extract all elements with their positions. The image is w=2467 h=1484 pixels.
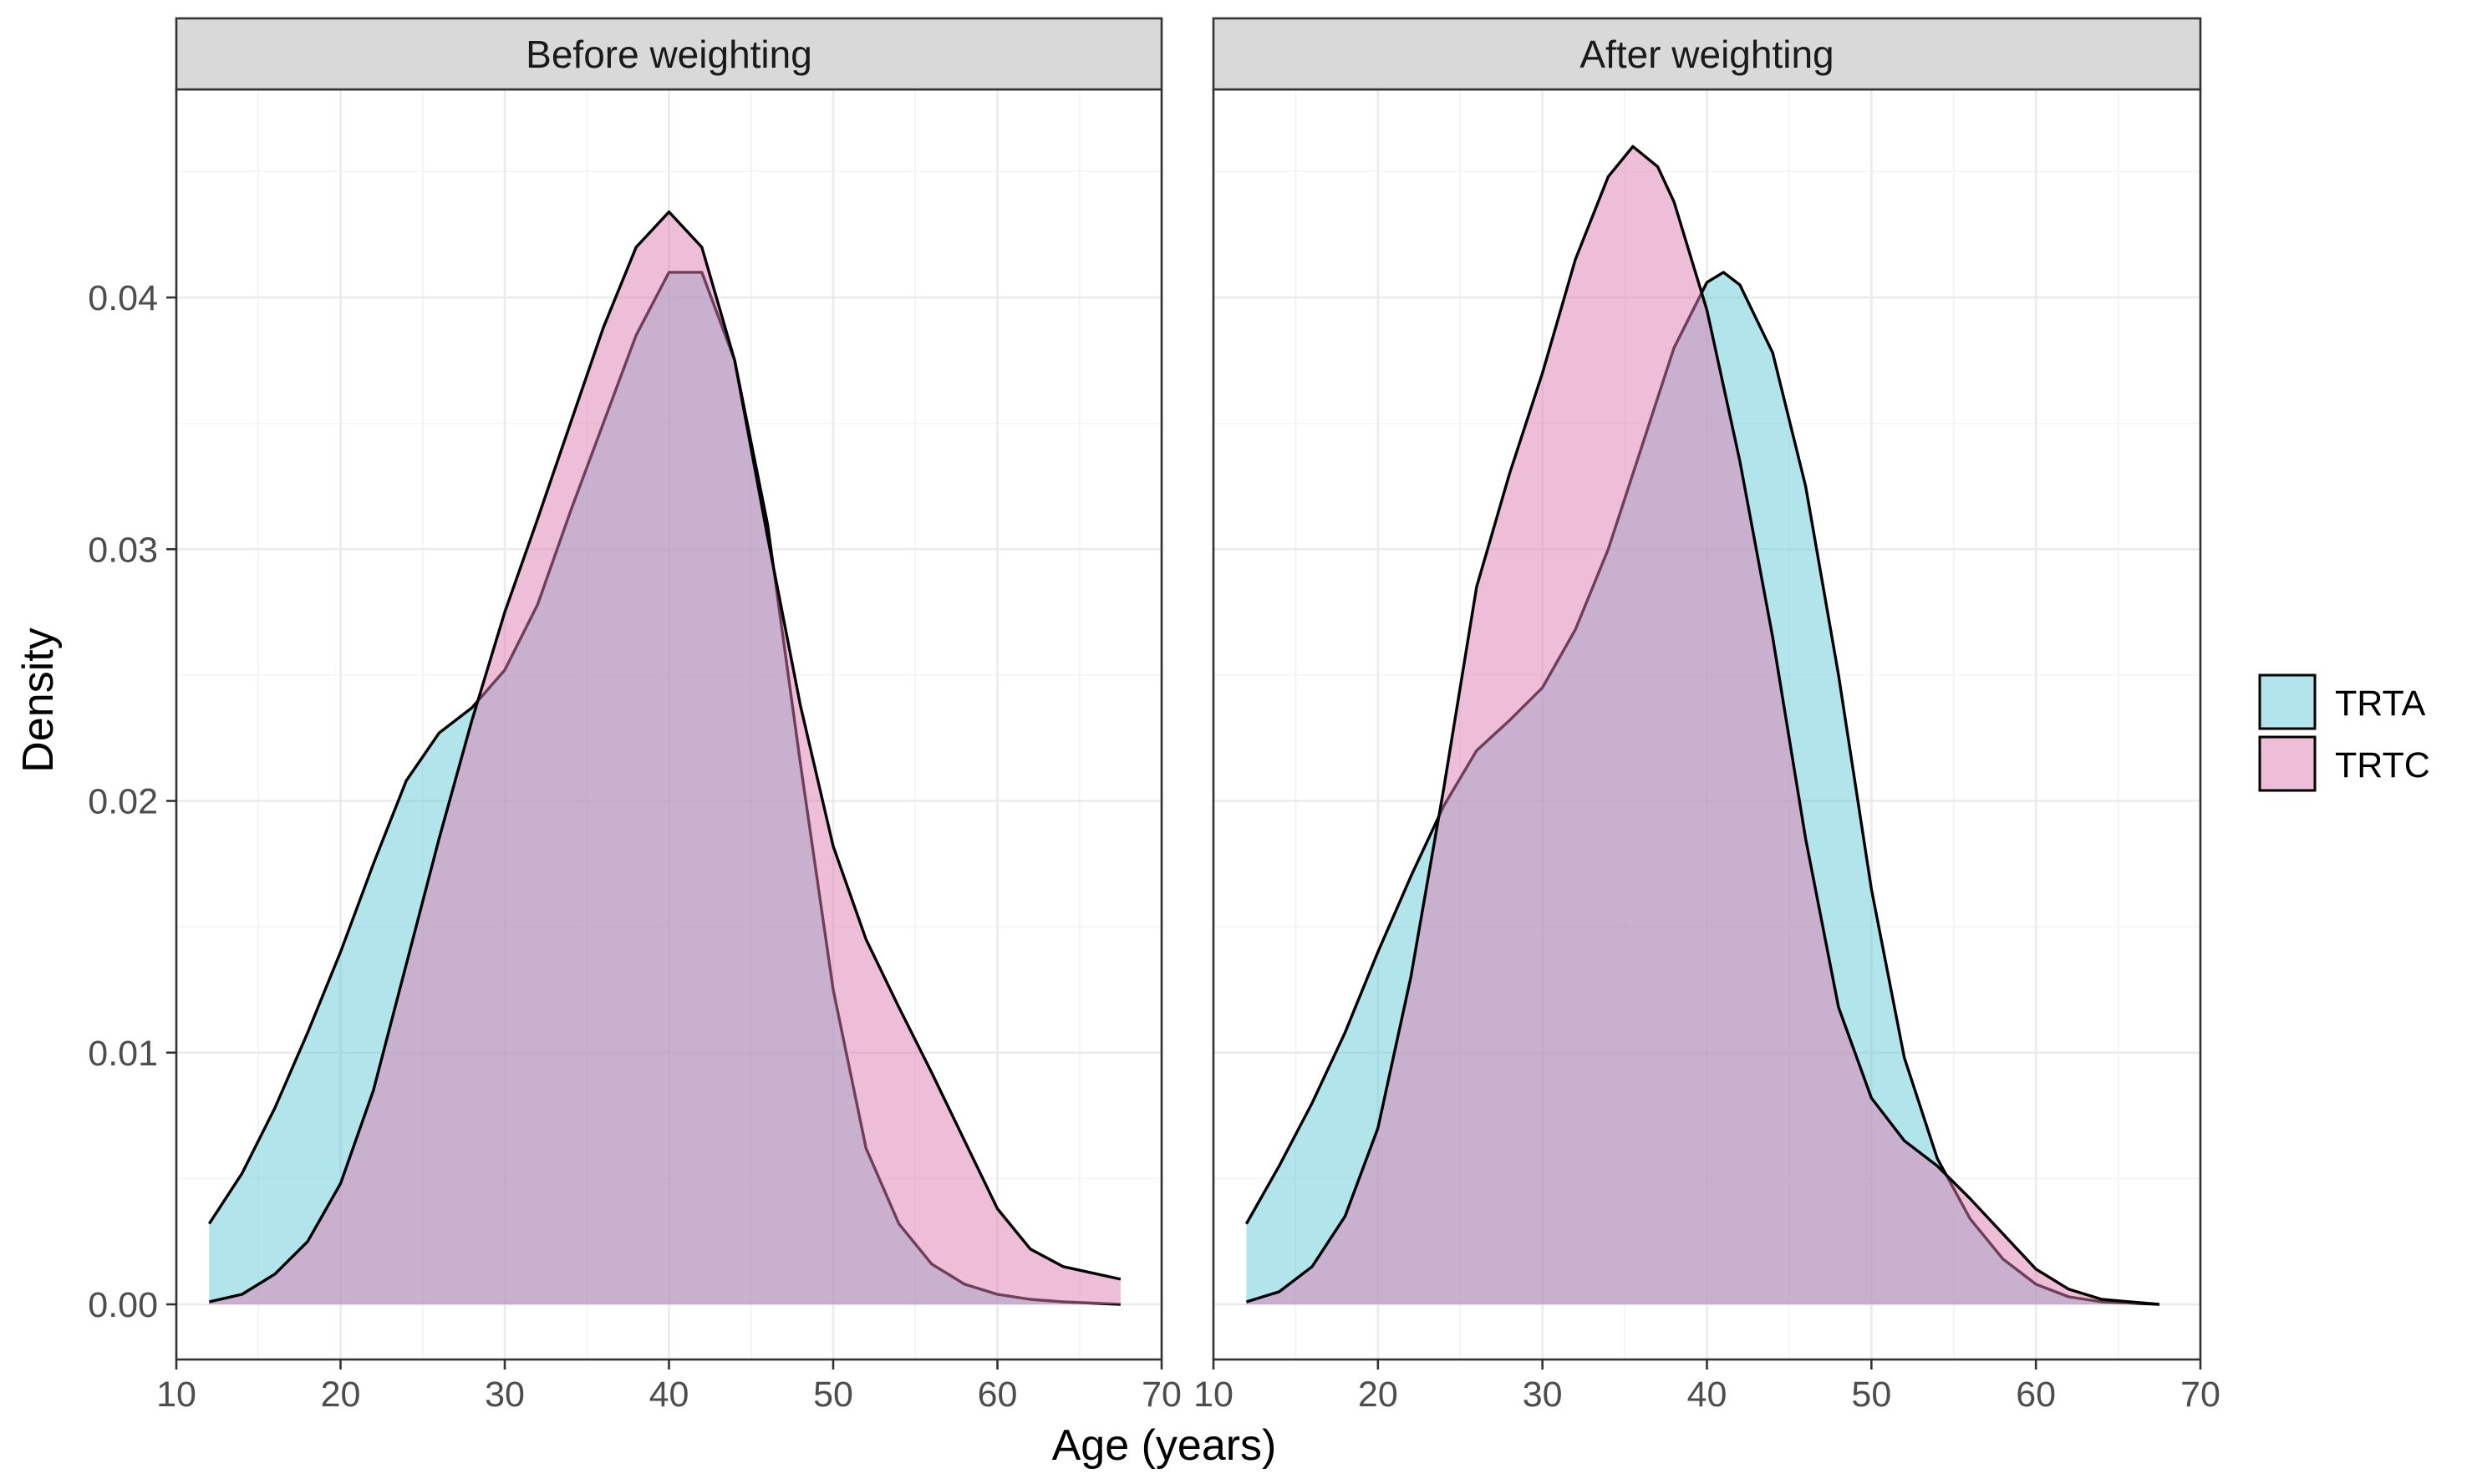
legend-label-trtc: TRTC [2335,745,2430,785]
panel-1: Before weighting 10 20 30 40 50 60 70 0.00 0.01 0.… [88,17,1182,1415]
y-tick-label: 0.02 [88,782,158,822]
facet-strip-label: Before weighting [526,33,812,76]
x-tick-label: 70 [2180,1375,2220,1415]
panels-layer: Before weighting 10 20 30 40 50 60 70 0.00 0.01 0.… [88,17,2220,1415]
x-tick-label: 20 [1358,1375,1398,1415]
y-tick-label: 0.04 [88,278,158,318]
x-tick-label: 60 [978,1375,1018,1415]
x-axis-title: Age (years) [1052,1421,1277,1470]
x-tick-label: 30 [1523,1375,1563,1415]
x-tick-label: 10 [156,1375,196,1415]
x-tick-label: 40 [649,1375,689,1415]
density-area-trtc [209,211,1121,1305]
y-tick-label: 0.01 [88,1034,158,1074]
x-tick-label: 20 [321,1375,361,1415]
legend-label-trta: TRTA [2335,684,2426,724]
x-tick-label: 10 [1193,1375,1234,1415]
x-tick-label: 70 [1142,1375,1182,1415]
facet-strip-label: After weighting [1579,33,1834,76]
legend: TRTA TRTC [2258,673,2430,792]
facet-strip [1212,17,2202,91]
panel-2: After weighting 10 20 30 40 50 60 70 [1193,17,2220,1415]
x-tick-label: 60 [2016,1375,2056,1415]
y-tick-label: 0.00 [88,1285,158,1325]
facet-strip [175,17,1163,91]
x-tick-label: 40 [1687,1375,1727,1415]
density-line-trtc [208,210,1122,1304]
density-line-trtc [1245,145,2159,1306]
x-tick-label: 50 [1851,1375,1891,1415]
legend-key-trtc [2258,735,2317,792]
y-axis-title: Density [14,628,63,772]
x-tick-label: 50 [813,1375,853,1415]
y-tick-label: 0.03 [88,530,158,570]
x-tick-label: 30 [485,1375,525,1415]
density-area-trtc [1246,146,2159,1304]
legend-key-trta [2258,673,2317,730]
